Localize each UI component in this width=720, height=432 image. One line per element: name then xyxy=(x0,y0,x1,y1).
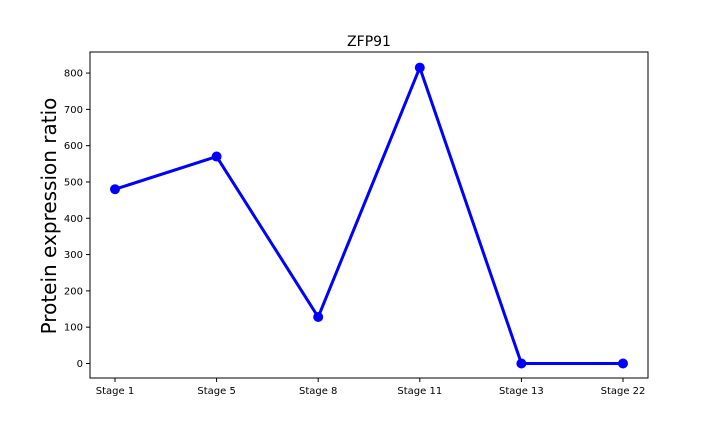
y-tick-label: 200 xyxy=(64,286,83,297)
x-tick-label: Stage 11 xyxy=(397,386,442,397)
data-point xyxy=(414,62,425,73)
y-tick-label: 400 xyxy=(64,214,83,225)
y-tick-label: 800 xyxy=(64,69,83,80)
x-tick-label: Stage 1 xyxy=(96,386,134,397)
data-point xyxy=(110,184,120,195)
data-point xyxy=(313,312,324,323)
y-axis-label: Protein expression ratio xyxy=(37,98,61,335)
chart-title: ZFP91 xyxy=(347,34,391,50)
y-tick-label: 700 xyxy=(64,105,83,116)
y-tick-label: 0 xyxy=(77,359,83,370)
plot-area: 0 100 200 300 400 500 600 700 800 Stage 1 Stage 5 S… xyxy=(64,62,646,397)
x-tick-label: Stage 5 xyxy=(197,386,235,397)
y-tick-label: 300 xyxy=(64,250,83,261)
data-point xyxy=(516,358,527,369)
x-tick-label: Stage 8 xyxy=(299,386,337,397)
y-tick-label: 500 xyxy=(64,177,83,188)
axes-frame xyxy=(89,51,649,379)
data-point xyxy=(618,358,628,369)
series-line xyxy=(113,66,625,365)
data-point xyxy=(211,151,222,162)
x-tick-label: Stage 22 xyxy=(601,386,646,397)
x-tick-label: Stage 13 xyxy=(499,386,544,397)
y-tick-label: 100 xyxy=(64,323,83,334)
y-tick-label: 600 xyxy=(64,141,83,152)
